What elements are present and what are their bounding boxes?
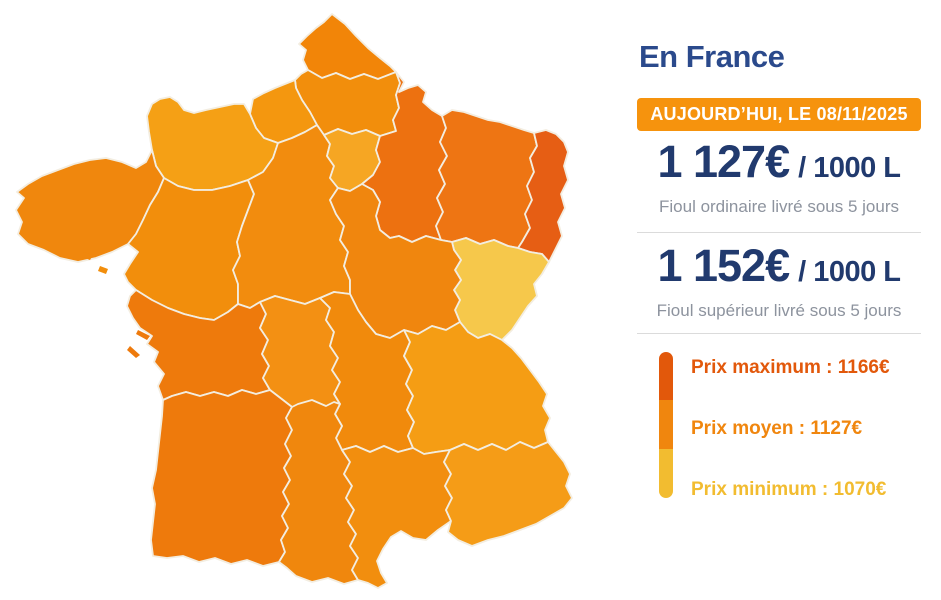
island-4	[127, 346, 140, 358]
legend-label-max: Prix maximum : 1166€	[691, 357, 890, 378]
region-rhone-alpes[interactable]	[403, 321, 551, 455]
price-unit: / 1000 L	[798, 152, 901, 184]
region-bourgogne[interactable]	[329, 183, 462, 339]
price-block-superior: 1 152€ / 1000 L Fioul supérieur livré so…	[637, 242, 921, 321]
france-price-map	[15, 13, 573, 589]
legend-segment-min	[659, 449, 673, 498]
date-badge: AUJOURD’HUI, LE 08/11/2025	[637, 98, 921, 131]
divider	[637, 333, 921, 334]
divider	[637, 232, 921, 233]
price-description-superior: Fioul supérieur livré sous 5 jours	[656, 301, 902, 320]
price-description-ordinary: Fioul ordinaire livré sous 5 jours	[659, 197, 899, 216]
price-line: 1 127€ / 1000 L	[637, 138, 921, 192]
region-franche-comte[interactable]	[451, 237, 550, 341]
legend-label-min: Prix minimum : 1070€	[691, 479, 887, 500]
region-nord-pas-de-calais[interactable]	[298, 13, 397, 80]
price-block-ordinary: 1 127€ / 1000 L Fioul ordinaire livré so…	[637, 138, 921, 217]
price-unit: / 1000 L	[798, 256, 901, 288]
island-2	[98, 266, 108, 274]
legend-label-mean: Prix moyen : 1127€	[691, 418, 863, 439]
page-title: En France	[639, 39, 785, 74]
region-languedoc-roussillon[interactable]	[341, 445, 453, 589]
price-amount-superior: 1 152€	[657, 240, 790, 291]
region-aquitaine[interactable]	[150, 389, 293, 567]
price-legend-color-bar	[659, 352, 673, 498]
island-1	[82, 252, 93, 260]
region-paca[interactable]	[443, 441, 573, 547]
island-3	[136, 330, 150, 340]
region-lorraine[interactable]	[435, 109, 538, 249]
legend-segment-max	[659, 352, 673, 400]
price-amount-ordinary: 1 127€	[657, 136, 790, 187]
legend-segment-mean	[659, 400, 673, 449]
price-line: 1 152€ / 1000 L	[637, 242, 921, 296]
price-panel: En France AUJOURD’HUI, LE 08/11/2025 1 1…	[637, 0, 921, 600]
